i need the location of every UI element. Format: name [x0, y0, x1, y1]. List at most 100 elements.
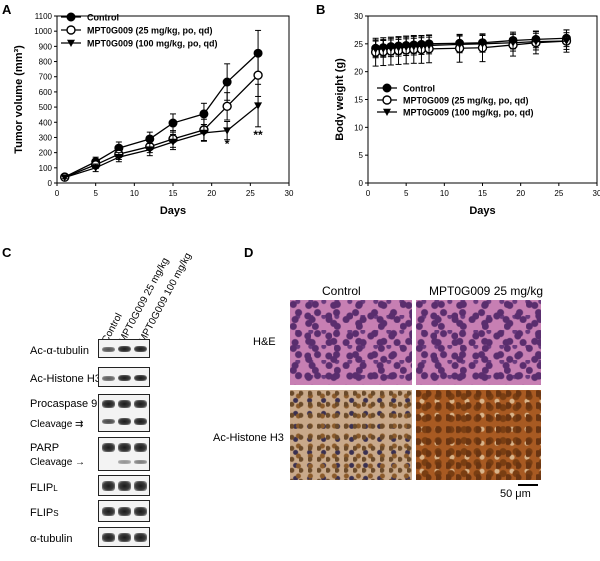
y-tick-label: 900	[39, 42, 53, 51]
x-tick-label: 5	[404, 189, 409, 198]
y-tick-label: 100	[39, 164, 53, 173]
y-tick-label: 200	[39, 149, 53, 158]
y-tick-label: 0	[359, 179, 364, 188]
blot-label-tubulin: α-tubulin	[30, 533, 73, 545]
x-tick-label: 30	[285, 189, 294, 198]
data-point-2	[60, 174, 69, 182]
histology-row-he: H&E	[253, 336, 276, 348]
data-point-2	[509, 39, 518, 47]
data-point-2	[478, 40, 487, 48]
y-tick-label: 500	[39, 103, 53, 112]
y-tick-label: 800	[39, 58, 53, 67]
data-point-1	[253, 70, 263, 80]
y-tick-label: 10	[354, 123, 363, 132]
data-point-2	[114, 153, 123, 162]
flip-l-text: FLIP	[30, 482, 54, 494]
data-point-2	[417, 42, 426, 51]
x-tick-label: 10	[130, 189, 139, 198]
blot-label-cleavage-parp: Cleavage →	[30, 457, 86, 468]
x-tick-label: 25	[246, 189, 255, 198]
data-point-0	[222, 77, 232, 87]
data-point-0	[168, 118, 178, 128]
y-tick-label: 0	[48, 179, 53, 188]
x-tick-label: 5	[93, 189, 98, 198]
y-axis-label: Body weight (g)	[334, 58, 346, 141]
data-point-2	[91, 164, 100, 172]
data-point-2	[425, 42, 434, 50]
data-point-2	[223, 127, 232, 135]
data-point-2	[531, 38, 540, 46]
y-axis-label: Tumor volume (mm³)	[13, 45, 25, 154]
legend-label-1: MPT0G009 (25 mg/kg, po, qd)	[87, 26, 213, 36]
blot-label-cleavage-casp: Cleavage ⇉	[30, 419, 84, 430]
y-tick-label: 700	[39, 73, 53, 82]
scale-bar-label: 50 μm	[500, 488, 531, 500]
blot-ac-histone	[98, 367, 150, 387]
histology-col-control: Control	[322, 284, 361, 298]
histology-col-25mg: MPT0G009 25 mg/kg	[429, 284, 544, 298]
blot-label-ac-tubulin: Ac-α-tubulin	[30, 345, 89, 357]
y-tick-label: 300	[39, 133, 53, 142]
data-point-2	[199, 129, 208, 137]
x-axis-label: Days	[160, 205, 186, 217]
data-point-2	[386, 45, 395, 53]
data-point-2	[455, 41, 464, 49]
x-tick-label: 10	[440, 189, 449, 198]
x-tick-label: 30	[593, 189, 600, 198]
blot-label-procaspase: Procaspase 9	[30, 398, 98, 410]
x-tick-label: 20	[516, 189, 525, 198]
legend-marker-1	[66, 25, 76, 35]
panel-letter-c: C	[2, 245, 12, 260]
x-tick-label: 15	[169, 189, 178, 198]
data-point-2	[254, 102, 263, 110]
blot-flip-l	[98, 475, 150, 496]
y-tick-label: 30	[354, 12, 363, 21]
blot-label-ac-histone: Ac-Histone H3	[30, 373, 101, 385]
y-tick-label: 20	[354, 68, 363, 77]
flip-s-text: FLIP	[30, 507, 54, 519]
scale-bar	[518, 484, 538, 486]
legend-marker-1	[382, 95, 392, 105]
legend-marker-2	[67, 39, 75, 47]
blot-label-parp: PARP	[30, 442, 60, 454]
he-control-image	[290, 300, 412, 385]
ihc-control-image	[290, 390, 412, 480]
x-axis-label: Days	[469, 205, 495, 217]
x-tick-label: 15	[478, 189, 487, 198]
blot-tubulin	[98, 527, 150, 547]
series-line-2	[64, 105, 259, 179]
histology-row-ac-histone: Ac-Histone H3	[213, 432, 284, 444]
y-tick-label: 1000	[34, 27, 52, 36]
y-tick-label: 1100	[35, 12, 53, 21]
data-point-2	[409, 43, 418, 51]
y-tick-label: 5	[359, 151, 364, 160]
y-tick-label: 15	[354, 96, 363, 105]
data-point-2	[562, 37, 571, 46]
data-point-2	[371, 46, 380, 54]
y-tick-label: 25	[354, 40, 363, 49]
significance-mark-0: *	[225, 137, 230, 151]
legend-marker-0	[66, 12, 76, 22]
panel-letter-a: A	[2, 2, 12, 17]
x-tick-label: 0	[366, 189, 371, 198]
panel-letter-b: B	[316, 2, 326, 17]
x-tick-label: 20	[207, 189, 216, 198]
blot-parp	[98, 437, 150, 471]
blot-flip-s	[98, 500, 150, 522]
ihc-25mg-image	[416, 390, 541, 480]
data-point-2	[394, 44, 403, 52]
blot-ac-tubulin	[98, 339, 150, 358]
data-point-2	[145, 146, 154, 154]
panel-letter-d: D	[244, 245, 254, 260]
data-point-2	[402, 43, 411, 52]
y-tick-label: 400	[39, 118, 53, 127]
data-point-1	[222, 101, 232, 112]
y-tick-label: 600	[39, 88, 53, 97]
legend-marker-2	[383, 108, 391, 116]
he-25mg-image	[416, 300, 541, 385]
blot-label-flip-l: FLIPL	[30, 482, 58, 494]
legend-label-2: MPT0G009 (100 mg/kg, po, qd)	[87, 39, 218, 49]
blot-procaspase	[98, 394, 150, 432]
